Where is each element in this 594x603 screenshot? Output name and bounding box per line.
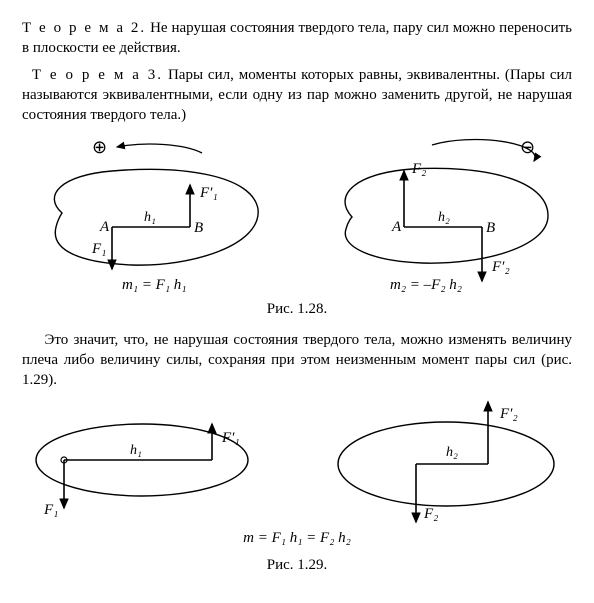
label-b: B [486, 220, 495, 236]
label-f2p: F′₂ [499, 406, 518, 422]
plus-sign: ⊕ [92, 137, 107, 157]
theorem-3: Т е о р е м а 3. Пары сил, моменты котор… [22, 65, 572, 126]
theorem-2-head: Т е о р е м а 2. [22, 20, 146, 36]
fig129-right-diagram: h₂ F₂ F′₂ [312, 400, 572, 530]
fig128-caption: Рис. 1.28. [22, 299, 572, 319]
label-f1p: F′₁ [221, 430, 240, 446]
fig128-right-diagram: ⊖ A B h₂ F₂ F′₂ m₂ = –F₂ h₂ [312, 135, 572, 295]
label-h1: h₁ [144, 210, 156, 225]
body-outline [54, 170, 258, 266]
label-f2: F₂ [423, 506, 438, 522]
label-f1p: F′₁ [199, 185, 218, 201]
mid-paragraph: Это значит, что, не нарушая состояния тв… [22, 330, 572, 391]
label-f1: F₁ [43, 502, 58, 518]
moment-eq-left: m₁ = F₁ h₁ [122, 277, 187, 293]
theorem-3-head: Т е о р е м а 3. [32, 67, 163, 83]
fig128-left-diagram: ⊕ A B h₁ F₁ F′₁ m₁ = F₁ h₁ [22, 135, 282, 295]
label-f2: F₂ [411, 161, 426, 177]
fig129-caption: Рис. 1.29. [22, 555, 572, 575]
fig129-equation: m = F₁ h₁ = F₂ h₂ [22, 528, 572, 548]
label-a: A [99, 219, 110, 235]
label-f2p: F′₂ [491, 259, 510, 275]
figure-1-28: ⊕ A B h₁ F₁ F′₁ m₁ = F₁ h₁ ⊖ A B h₂ [22, 135, 572, 295]
theorem-2: Т е о р е м а 2. Не нарушая состояния тв… [22, 18, 572, 59]
label-h2: h₂ [446, 445, 458, 460]
figure-1-29: h₁ F₁ F′₁ h₂ F₂ F′₂ [22, 400, 572, 530]
label-b: B [194, 220, 203, 236]
label-f1: F₁ [91, 241, 106, 257]
label-a: A [391, 219, 402, 235]
moment-eq-right: m₂ = –F₂ h₂ [390, 277, 462, 293]
label-h1: h₁ [130, 443, 142, 458]
label-h2: h₂ [438, 210, 450, 225]
fig129-left-diagram: h₁ F₁ F′₁ [22, 400, 282, 530]
rotation-arrow-ccw [117, 144, 202, 153]
